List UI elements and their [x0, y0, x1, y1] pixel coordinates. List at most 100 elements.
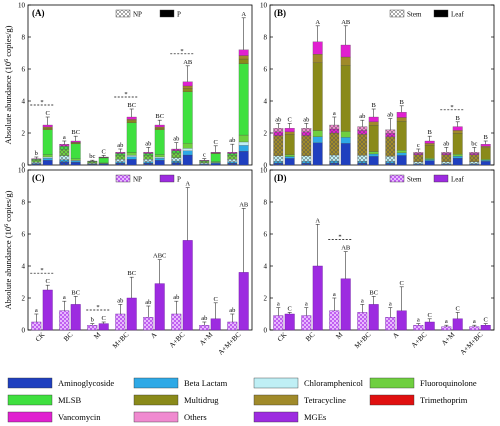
bar-hatch	[329, 155, 340, 161]
significance-star: *	[40, 267, 43, 274]
bar-segment	[182, 88, 193, 92]
bar-hatch	[59, 155, 70, 160]
bar-segment	[98, 157, 109, 164]
significance-letter: ab	[387, 112, 393, 119]
significance-letter: AB	[183, 59, 193, 66]
significance-letter: a	[305, 301, 308, 308]
significance-letter: C	[46, 110, 50, 117]
bar-segment	[396, 155, 407, 166]
legend-swatch-trimethoprim	[369, 394, 415, 406]
significance-letter: BC	[71, 289, 80, 296]
bar-segment	[42, 156, 53, 159]
bar-hatch	[199, 161, 210, 163]
bar-hatch	[273, 135, 284, 156]
significance-letter: ab	[359, 113, 365, 120]
bar-segment	[182, 150, 193, 156]
bar	[98, 323, 109, 331]
bar-hatch	[301, 161, 312, 164]
bar-hatch	[469, 161, 480, 164]
bar-segment	[340, 137, 351, 144]
legend-item-tetracycline: Tetracycline	[253, 394, 346, 406]
significance-letter: C	[214, 296, 218, 303]
bar-segment	[182, 143, 193, 149]
significance-letter: a	[333, 291, 336, 298]
significance-letter: a	[277, 301, 280, 308]
bar-hatch	[115, 152, 126, 154]
bar-segment	[480, 144, 491, 147]
bar-hatch	[171, 161, 182, 163]
significance-letter: c	[417, 142, 420, 149]
bar-hatch	[413, 153, 424, 155]
bar	[31, 321, 42, 331]
bar-hatch	[413, 161, 424, 164]
bar-segment	[182, 85, 193, 89]
bar-hatch	[59, 144, 70, 147]
significance-star: *	[124, 91, 127, 98]
bar-hatch	[227, 161, 238, 164]
legend-item-beta-lactam: Beta Lactam	[133, 377, 228, 389]
legend-swatch-tetracycline	[253, 394, 299, 406]
bar	[182, 240, 193, 331]
significance-letter: bc	[89, 153, 95, 160]
bar-hatch	[385, 129, 396, 134]
bar-hatch	[171, 153, 182, 158]
bar-hatch	[469, 154, 480, 162]
significance-letter: BC	[71, 129, 80, 136]
significance-letter: ab	[303, 116, 309, 123]
bar-segment	[238, 134, 249, 143]
bar-segment	[312, 136, 323, 143]
bar-segment	[424, 158, 435, 160]
bar-segment	[42, 128, 53, 130]
y-axis-label: Absolute abundance (106 copies/g)	[3, 190, 13, 309]
bar-segment	[396, 152, 407, 156]
bar-segment	[238, 49, 249, 56]
bar-hatch	[143, 159, 154, 162]
bar-hatch	[469, 152, 480, 154]
bar-segment	[98, 163, 109, 166]
y-tick-label: 4	[264, 98, 268, 106]
significance-letter: a	[473, 318, 476, 325]
legend-swatch-chloramphenicol	[253, 377, 299, 389]
bar-hatch	[301, 155, 312, 162]
bar-segment	[42, 124, 53, 128]
bar-segment	[126, 155, 137, 157]
bar-segment	[126, 122, 137, 153]
significance-letter: C	[46, 278, 50, 285]
significance-letter: AB	[341, 19, 351, 26]
legend-item-chloramphenicol: Chloramphenicol	[253, 377, 364, 389]
significance-letter: AB	[341, 245, 351, 252]
y-tick-label: 8	[22, 199, 26, 207]
bar	[273, 315, 284, 331]
significance-letter: a	[417, 317, 420, 324]
bar-hatch	[441, 154, 452, 162]
bar	[301, 315, 312, 331]
significance-letter: C	[456, 305, 460, 312]
legend-label: Stem	[407, 11, 422, 19]
significance-letter: A	[185, 181, 190, 188]
legend-label-beta-lactam: Beta Lactam	[184, 378, 228, 388]
bar-segment	[480, 159, 491, 161]
significance-letter: C	[428, 312, 432, 319]
x-tick-label: A+M+BC	[459, 331, 485, 357]
y-tick-label: 6	[22, 66, 26, 74]
bar-segment	[154, 124, 165, 128]
legend-label: NP	[133, 11, 142, 19]
bar-hatch	[199, 160, 210, 162]
bar-segment	[340, 143, 351, 166]
panel-3: 0 2 4 6 8 10 (C) NP P Absolute abundance (106 cop…	[3, 167, 253, 357]
significance-letter: ab	[117, 297, 123, 304]
bar-segment	[312, 41, 323, 55]
bar-segment	[396, 150, 407, 153]
bar-segment	[154, 128, 165, 130]
legend-swatch-fluoroquinolone	[369, 377, 415, 389]
bar-hatch	[357, 155, 368, 162]
bar-segment	[182, 154, 193, 166]
bar-segment	[312, 142, 323, 166]
bar-segment	[210, 163, 221, 166]
bar-segment	[126, 119, 137, 121]
significance-letter: a	[361, 297, 364, 304]
y-tick-label: 10	[18, 2, 26, 10]
bar	[424, 321, 435, 331]
x-tick-label: M	[334, 330, 345, 341]
y-tick-label: 2	[22, 295, 26, 303]
